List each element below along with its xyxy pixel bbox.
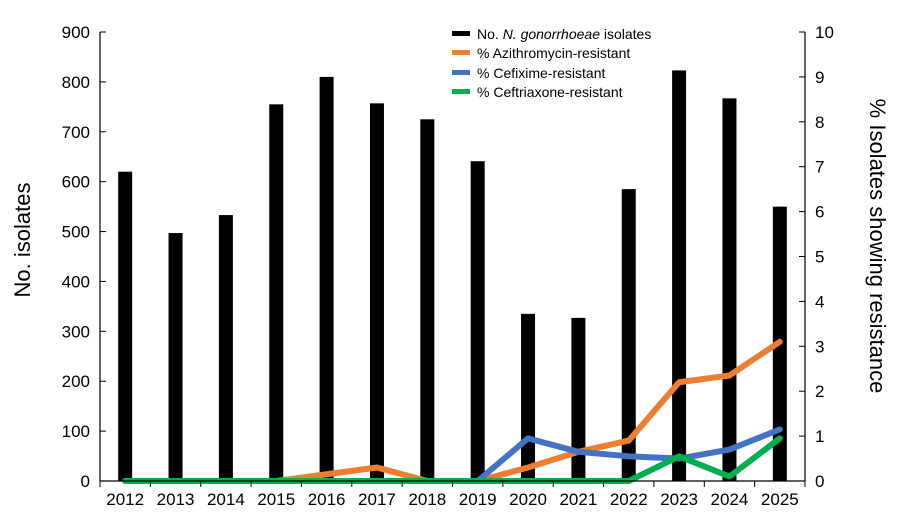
x-tick-label: 2021 <box>559 490 597 509</box>
x-ticks: 2012 2013 2014 2015 2016 2017 2018 2019 2020 2021… <box>99 481 806 509</box>
legend-swatch-cefixime <box>452 70 470 75</box>
right-tick-label: 5 <box>815 248 824 267</box>
bar <box>521 313 536 481</box>
right-tick-label: 3 <box>815 337 824 356</box>
x-tick-label: 2023 <box>660 490 698 509</box>
right-tick-label: 8 <box>815 113 824 132</box>
legend: No. N. gonorrhoeae isolates % Azithromyc… <box>452 26 651 100</box>
right-y-ticks: 0 1 2 3 4 5 6 7 8 9 10 <box>799 23 834 491</box>
legend-label-cefixime: % Cefixime-resistant <box>477 65 605 81</box>
x-tick-label: 2014 <box>207 490 245 509</box>
bars-layer <box>118 70 787 482</box>
left-y-ticks: 0 100 200 300 400 500 600 700 800 900 <box>62 23 106 491</box>
right-tick-label: 9 <box>815 68 824 87</box>
left-tick-label: 100 <box>62 422 90 441</box>
x-tick-label: 2012 <box>106 490 144 509</box>
x-tick-label: 2025 <box>761 490 799 509</box>
bar <box>218 215 233 481</box>
legend-isolates-prefix: No. <box>477 26 503 42</box>
line-cefixime-resistant <box>474 426 783 484</box>
x-tick-label: 2015 <box>257 490 295 509</box>
x-tick-label: 2022 <box>610 490 648 509</box>
left-tick-label: 800 <box>62 73 90 92</box>
right-tick-label: 0 <box>815 472 824 491</box>
left-tick-label: 0 <box>81 472 90 491</box>
left-tick-label: 200 <box>62 372 90 391</box>
x-tick-label: 2013 <box>157 490 195 509</box>
legend-isolates-suffix: isolates <box>600 26 651 42</box>
legend-swatch-isolates <box>452 31 470 36</box>
right-tick-label: 6 <box>815 203 824 222</box>
x-tick-label: 2018 <box>408 490 446 509</box>
legend-label-isolates: No. N. gonorrhoeae isolates <box>477 26 651 42</box>
legend-isolates-organism: N. gonorrhoeae <box>503 26 601 42</box>
x-tick-label: 2024 <box>711 490 749 509</box>
x-tick-label: 2016 <box>308 490 346 509</box>
left-tick-label: 600 <box>62 173 90 192</box>
x-tick-label: 2017 <box>358 490 396 509</box>
x-tick-label: 2020 <box>509 490 547 509</box>
legend-swatch-ceftriaxone <box>452 89 470 94</box>
right-tick-label: 10 <box>815 23 834 42</box>
bar <box>319 76 334 482</box>
right-axis-title: % Isolates showing resistance <box>865 99 890 394</box>
left-tick-label: 300 <box>62 322 90 341</box>
bar <box>269 104 284 481</box>
bar <box>420 119 435 482</box>
right-tick-label: 2 <box>815 382 824 401</box>
legend-swatch-azithromycin <box>452 50 470 55</box>
left-tick-label: 900 <box>62 23 90 42</box>
legend-label-ceftriaxone: % Ceftriaxone-resistant <box>477 84 623 100</box>
bar <box>672 70 687 482</box>
bar <box>118 171 133 481</box>
right-tick-label: 4 <box>815 292 824 311</box>
left-axis-title: No. isolates <box>10 183 35 298</box>
bar <box>722 98 737 481</box>
left-tick-label: 400 <box>62 272 90 291</box>
left-tick-label: 700 <box>62 123 90 142</box>
right-tick-label: 7 <box>815 158 824 177</box>
bar <box>168 233 183 481</box>
left-tick-label: 500 <box>62 223 90 242</box>
bar <box>621 189 636 481</box>
right-tick-label: 1 <box>815 427 824 446</box>
legend-label-azithromycin: % Azithromycin-resistant <box>477 45 630 61</box>
bar <box>470 161 485 481</box>
bar <box>369 103 384 481</box>
bar <box>571 317 586 481</box>
x-tick-label: 2019 <box>459 490 497 509</box>
